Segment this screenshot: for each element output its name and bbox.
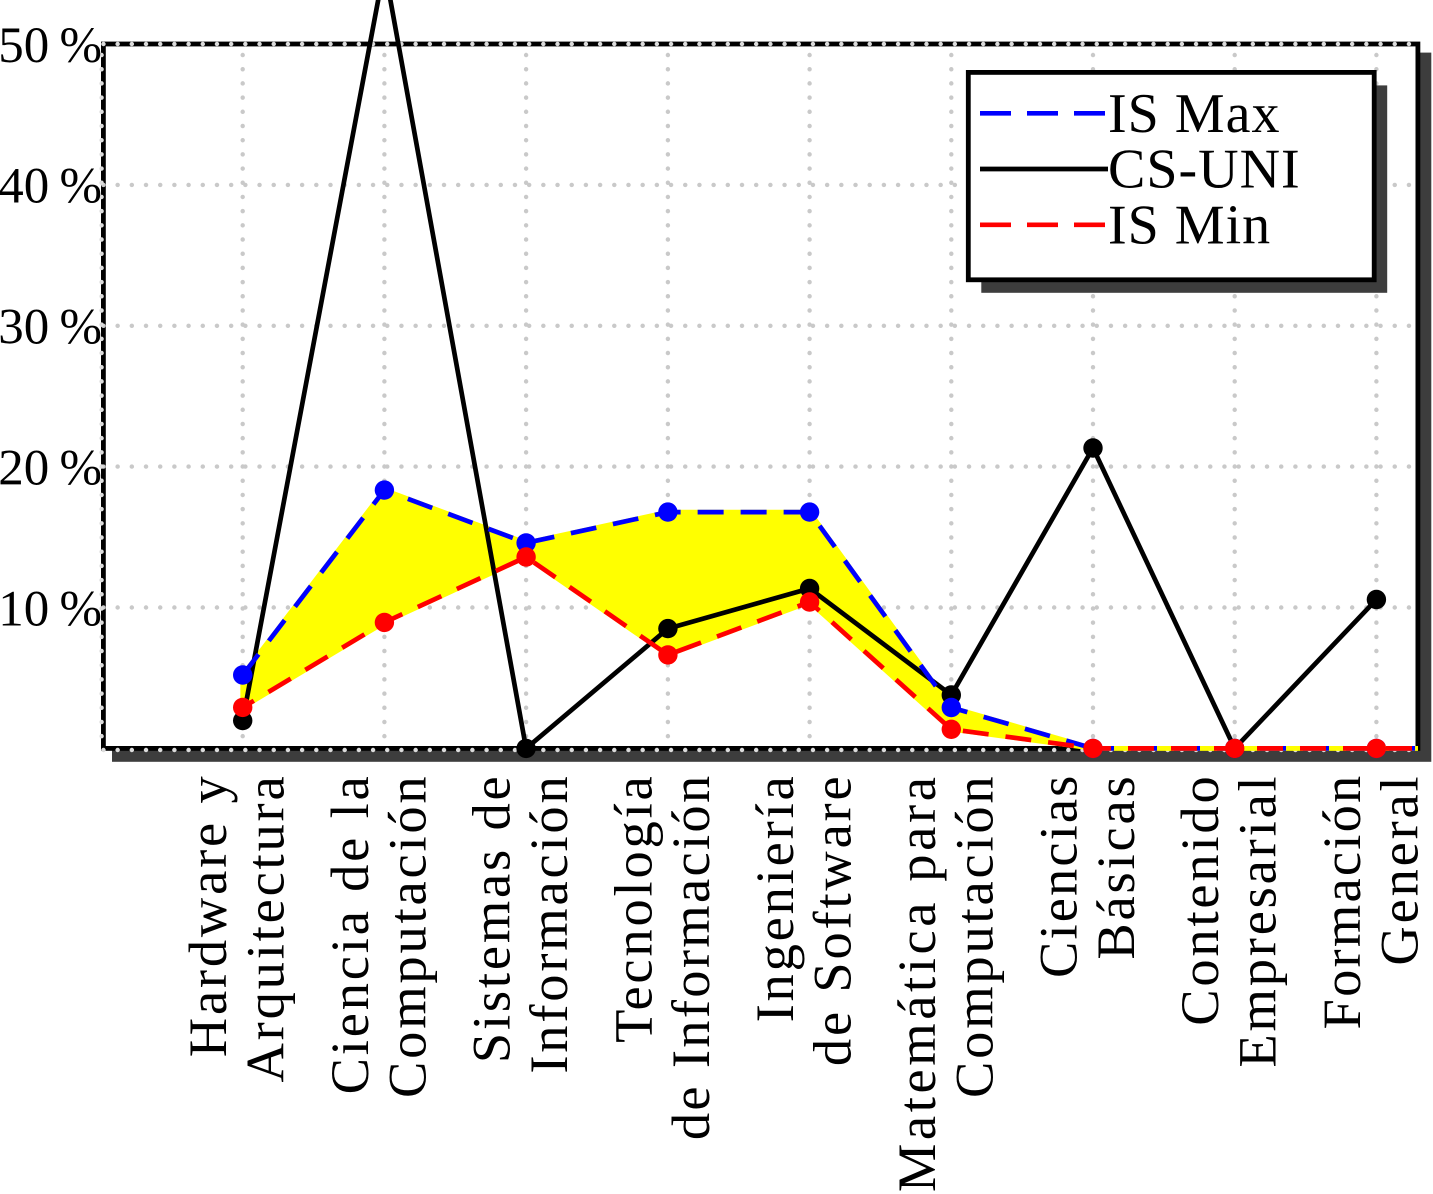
- svg-text:Información: Información: [518, 774, 579, 1074]
- svg-text:de Software: de Software: [802, 774, 863, 1067]
- svg-text:Básicas: Básicas: [1085, 774, 1146, 960]
- svg-text:CS-UNI: CS-UNI: [1108, 139, 1301, 201]
- svg-text:30 %: 30 %: [0, 300, 102, 356]
- svg-text:General: General: [1368, 774, 1429, 966]
- svg-text:Computación: Computación: [376, 774, 437, 1098]
- svg-text:10 %: 10 %: [0, 581, 102, 637]
- svg-text:Contenido: Contenido: [1169, 774, 1230, 1026]
- svg-text:20 %: 20 %: [0, 440, 102, 496]
- svg-text:Sistemas de: Sistemas de: [461, 774, 522, 1064]
- svg-text:de Información: de Información: [660, 774, 721, 1141]
- svg-text:IS Max: IS Max: [1108, 83, 1280, 145]
- svg-text:Formación: Formación: [1311, 774, 1372, 1030]
- svg-text:Tecnología: Tecnología: [602, 774, 663, 1043]
- svg-text:50 %: 50 %: [0, 18, 102, 74]
- svg-text:40 %: 40 %: [0, 159, 102, 215]
- svg-text:Empresarial: Empresarial: [1227, 774, 1288, 1068]
- svg-text:Matemática para: Matemática para: [886, 774, 947, 1193]
- svg-text:IS Min: IS Min: [1108, 195, 1271, 257]
- svg-text:Ciencia de la: Ciencia de la: [319, 774, 380, 1095]
- svg-text:Ciencias: Ciencias: [1028, 774, 1089, 978]
- svg-text:Ingeniería: Ingeniería: [744, 774, 805, 1023]
- svg-text:Computación: Computación: [943, 774, 1004, 1098]
- svg-text:Hardware y: Hardware y: [177, 774, 238, 1058]
- svg-text:Arquitectura: Arquitectura: [235, 774, 296, 1083]
